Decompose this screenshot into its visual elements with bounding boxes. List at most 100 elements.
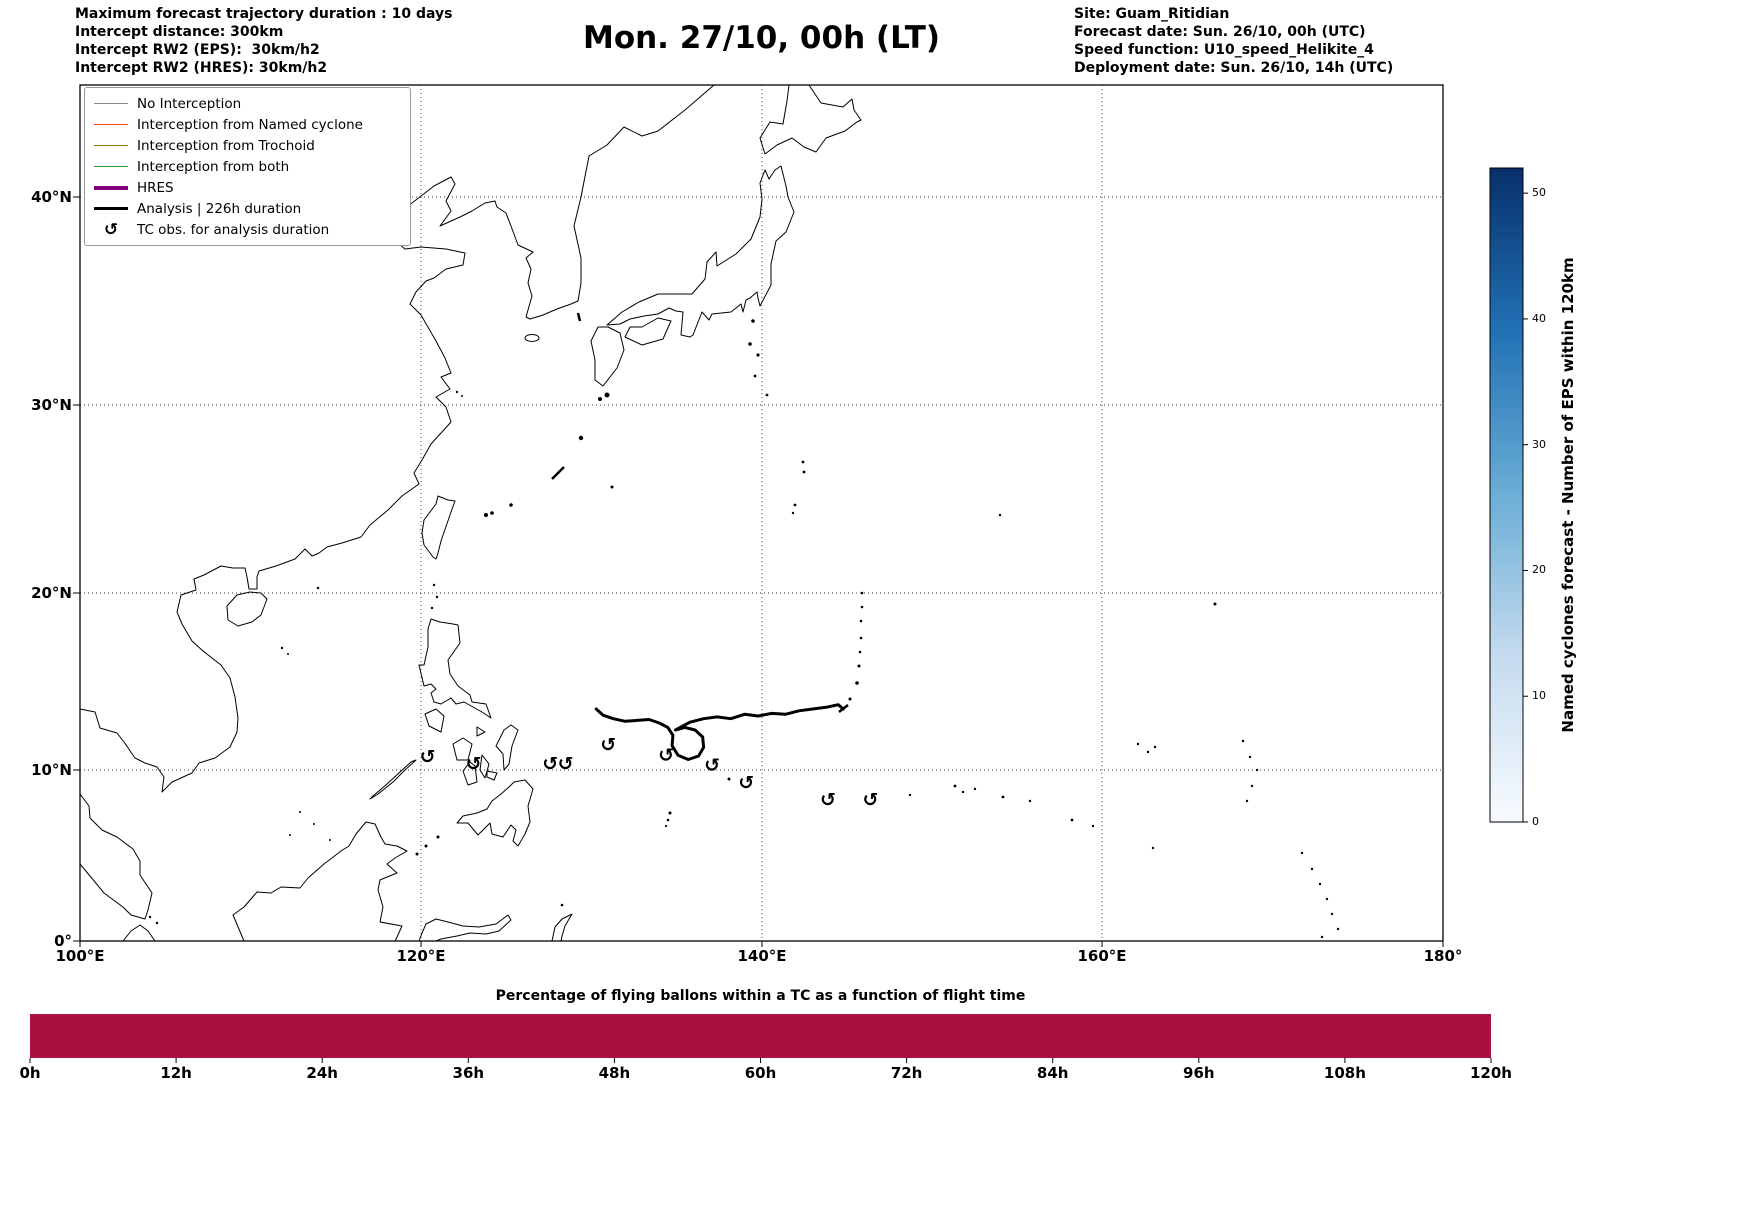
island-dot: [791, 511, 795, 515]
island-dot: [793, 503, 797, 507]
site-text: Site: Guam_Ritidian: [1074, 6, 1230, 22]
legend-line: [94, 103, 128, 104]
island-dot: [1213, 602, 1217, 606]
island-dot: [1146, 750, 1150, 754]
island-dot: [1318, 882, 1322, 886]
island-dot: [756, 353, 760, 357]
intercept-rw2-eps-text: Intercept RW2 (EPS): 30km/h2: [75, 42, 320, 58]
coastline-path: [479, 754, 490, 779]
legend-line-sample: [94, 166, 128, 167]
coastline-path: [606, 165, 795, 338]
colorbar-tick-label: 20: [1532, 563, 1546, 577]
island-dot: [998, 513, 1002, 517]
coastline-path: [79, 84, 715, 793]
island-dot: [765, 393, 769, 397]
island-dot: [329, 839, 331, 841]
coastline-path: [624, 317, 672, 346]
colorbar-tick-label: 0: [1532, 815, 1539, 828]
coastline-path: [122, 924, 156, 942]
coastline-path: [452, 737, 473, 761]
coastline-path: [456, 779, 534, 847]
island-dot: [727, 777, 731, 781]
island-dot: [1001, 795, 1005, 799]
coastline-path: [232, 821, 408, 942]
y-axis-tick-label: 40°N: [31, 188, 72, 206]
coastline-path: [418, 914, 512, 942]
island-dot: [1151, 846, 1155, 850]
figure-title: Mon. 27/10, 00h (LT): [582, 20, 941, 56]
legend-item: Interception from both: [94, 156, 401, 177]
island-dot: [1091, 824, 1095, 828]
island-dot: [858, 650, 862, 654]
island-dot: [748, 342, 752, 346]
island-dot: [1250, 784, 1254, 788]
legend-item-label: Interception from both: [137, 158, 290, 175]
tc-obs-cyclone-icon: ↺: [863, 789, 879, 811]
island-dot: [908, 793, 912, 797]
legend-item-label: TC obs. for analysis duration: [137, 221, 330, 238]
legend-line: [94, 145, 128, 146]
legend-line: [94, 166, 128, 167]
run-parameters-block: Maximum forecast trajectory duration : 1…: [75, 5, 452, 77]
island-dot: [1028, 799, 1032, 803]
island-dot: [415, 852, 419, 856]
analysis-trajectory-line: [594, 703, 845, 761]
coastline-path: [759, 84, 862, 155]
island-dot: [430, 606, 434, 610]
island-dot: [1241, 739, 1245, 743]
island-dot: [436, 835, 440, 839]
island-dot: [1136, 742, 1140, 746]
island-dot: [1248, 755, 1252, 759]
island-dot: [953, 784, 957, 788]
coastline-path: [486, 770, 498, 781]
coastline-path: [476, 726, 486, 737]
coastline-path: [551, 913, 573, 942]
coastline-path: [421, 495, 456, 560]
island-dot: [802, 470, 806, 474]
coastline-path: [79, 793, 153, 920]
legend-item-label: Analysis | 226h duration: [137, 200, 302, 217]
island-dot: [610, 485, 614, 489]
legend-item: HRES: [94, 177, 401, 198]
colorbar-tick-label: 10: [1532, 689, 1546, 703]
bottom-axis-tick-label: 60h: [744, 1064, 777, 1082]
island-dot: [961, 790, 965, 794]
legend-item-label: Interception from Trochoid: [137, 137, 315, 154]
x-axis-tick-label: 180°: [1423, 947, 1463, 965]
deployment-date-text: Deployment date: Sun. 26/10, 14h (UTC): [1074, 60, 1394, 76]
island-dot: [668, 811, 672, 815]
tc-obs-cyclone-icon: ↺: [820, 789, 836, 811]
island-dot: [857, 664, 861, 668]
tc-obs-cyclone-icon: ↺: [420, 746, 436, 768]
island-outline: [576, 312, 582, 322]
x-axis-tick-label: 140°E: [737, 947, 787, 965]
coastline-path: [226, 591, 268, 627]
intercept-rw2-hres-text: Intercept RW2 (HRES): 30km/h2: [75, 60, 328, 76]
island-dot: [578, 435, 584, 441]
cyclone-icon: ↺: [103, 219, 119, 240]
island-outline: [524, 334, 540, 342]
bottom-axis-tick-label: 120h: [1470, 1064, 1512, 1082]
island-dot: [753, 374, 757, 378]
tc-obs-cyclone-icon: ↺: [558, 753, 574, 775]
island-dot: [598, 397, 602, 401]
legend-line: [94, 185, 128, 190]
island-dot: [848, 697, 852, 701]
island-dot: [155, 921, 159, 925]
y-axis-tick-label: 20°N: [31, 584, 72, 602]
island-dot: [280, 646, 284, 650]
island-dot: [560, 903, 564, 907]
legend-item-label: HRES: [137, 179, 174, 196]
site-info-block: Site: Guam_Ritidian Forecast date: Sun. …: [1074, 5, 1393, 77]
tc-obs-cyclone-icon: ↺: [466, 753, 482, 775]
island-dot: [432, 583, 436, 587]
island-outline: [551, 466, 565, 480]
island-dot: [855, 681, 859, 685]
bottom-axis-tick-label: 108h: [1323, 1064, 1366, 1082]
island-dot: [435, 595, 439, 599]
coastline-path: [590, 326, 625, 387]
island-dot: [1300, 851, 1304, 855]
legend-item: ↺ TC obs. for analysis duration: [94, 219, 401, 240]
colorbar-and-bottom-tick-marks: [29, 192, 1528, 1063]
y-axis-tick-label: 0°: [54, 932, 72, 950]
